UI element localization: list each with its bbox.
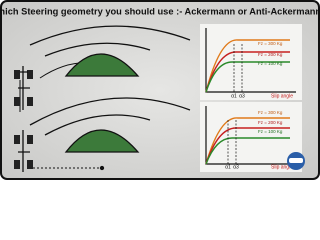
curve-label: Fz = 200 Kg bbox=[258, 52, 283, 57]
illustration-top bbox=[14, 25, 191, 112]
illustration-bottom bbox=[14, 97, 191, 172]
marker-label: α3 bbox=[239, 93, 245, 99]
graph-bottom bbox=[200, 102, 302, 172]
x-axis-label: Slip angle bbox=[271, 164, 293, 170]
graph-area bbox=[200, 102, 302, 172]
curve-label: Fz = 300 Kg bbox=[258, 41, 283, 46]
x-axis-label: Slip angle bbox=[271, 93, 293, 99]
logo bbox=[287, 152, 305, 170]
curve bbox=[205, 137, 290, 165]
curve bbox=[205, 61, 290, 93]
marker-line bbox=[227, 120, 237, 164]
title: Which Steering geometry you should use :… bbox=[0, 6, 320, 16]
marker-line bbox=[233, 44, 243, 92]
graph-top bbox=[200, 24, 302, 100]
curve-label: Fz = 100 Kg bbox=[258, 61, 283, 66]
marker-label: α3 bbox=[233, 164, 239, 170]
curve-label: Fz = 100 Kg bbox=[258, 129, 283, 134]
marker-label: α1 bbox=[231, 93, 237, 99]
curve-label: Fz = 300 Kg bbox=[258, 110, 283, 115]
screen: Which Steering geometry you should use :… bbox=[0, 0, 320, 180]
marker-label: α1 bbox=[225, 164, 231, 170]
curve-label: Fz = 200 Kg bbox=[258, 120, 283, 125]
